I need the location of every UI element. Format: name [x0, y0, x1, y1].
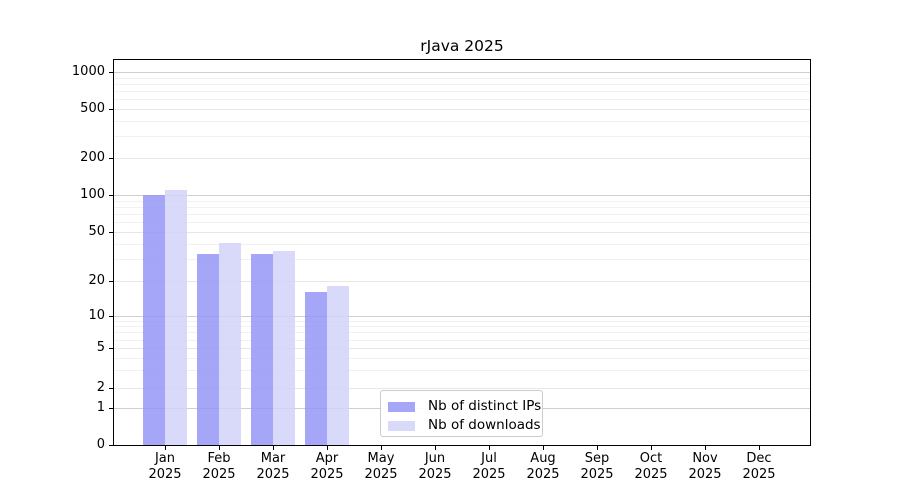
gridline-1000 — [114, 72, 810, 73]
gridline-200 — [114, 158, 810, 159]
y-tick-label-0: 0 — [96, 437, 105, 452]
x-tick-label-sep: Sep 2025 — [580, 451, 614, 482]
gridline-5 — [114, 348, 810, 349]
gridline-300 — [114, 136, 810, 137]
y-tick-mark-50 — [109, 232, 113, 233]
gridline-600 — [114, 99, 810, 100]
gridline-10 — [114, 316, 810, 317]
x-tick-mark-jul — [489, 446, 490, 450]
legend: Nb of distinct IPs Nb of downloads — [380, 390, 543, 437]
y-tick-mark-200 — [109, 158, 113, 159]
y-tick-mark-10 — [109, 316, 113, 317]
x-tick-mark-apr — [327, 446, 328, 450]
legend-label-downloads: Nb of downloads — [428, 417, 541, 433]
legend-item-distinct-ips: Nb of distinct IPs — [388, 397, 541, 416]
bar-distinct-ips-apr — [305, 292, 327, 445]
x-tick-mark-oct — [651, 446, 652, 450]
x-tick-label-nov: Nov 2025 — [688, 451, 722, 482]
chart-title: rJava 2025 — [420, 37, 504, 55]
bar-distinct-ips-feb — [197, 254, 219, 445]
x-tick-label-apr: Apr 2025 — [310, 451, 344, 482]
y-tick-label-2: 2 — [96, 380, 105, 395]
y-tick-mark-20 — [109, 281, 113, 282]
x-tick-mark-sep — [597, 446, 598, 450]
gridline-3 — [114, 370, 810, 371]
y-tick-mark-1 — [109, 408, 113, 409]
gridline-900 — [114, 78, 810, 79]
gridline-2 — [114, 388, 810, 389]
bar-downloads-mar — [273, 251, 295, 445]
gridline-40 — [114, 244, 810, 245]
x-tick-label-jul: Jul 2025 — [472, 451, 506, 482]
gridline-30 — [114, 259, 810, 260]
x-tick-label-oct: Oct 2025 — [634, 451, 668, 482]
y-tick-label-500: 500 — [80, 101, 105, 116]
gridline-800 — [114, 84, 810, 85]
x-tick-mark-mar — [273, 446, 274, 450]
bar-downloads-feb — [219, 242, 241, 445]
gridline-700 — [114, 91, 810, 92]
x-tick-mark-aug — [543, 446, 544, 450]
gridline-4 — [114, 358, 810, 359]
y-tick-label-1000: 1000 — [71, 64, 105, 79]
y-tick-label-50: 50 — [88, 224, 105, 239]
y-tick-mark-2 — [109, 388, 113, 389]
y-tick-label-10: 10 — [88, 308, 105, 323]
y-tick-mark-1000 — [109, 72, 113, 73]
y-tick-mark-100 — [109, 195, 113, 196]
gridline-50 — [114, 232, 810, 233]
gridline-20 — [114, 281, 810, 282]
x-tick-label-mar: Mar 2025 — [256, 451, 290, 482]
y-tick-mark-0 — [109, 445, 113, 446]
y-tick-label-20: 20 — [88, 273, 105, 288]
x-tick-mark-dec — [759, 446, 760, 450]
y-tick-label-1: 1 — [96, 400, 105, 415]
bar-distinct-ips-jan — [143, 194, 165, 445]
y-tick-label-5: 5 — [96, 340, 105, 355]
x-tick-mark-jun — [435, 446, 436, 450]
gridline-90 — [114, 201, 810, 202]
gridline-9 — [114, 321, 810, 322]
gridline-8 — [114, 326, 810, 327]
y-tick-mark-500 — [109, 109, 113, 110]
bar-downloads-jan — [165, 189, 187, 445]
x-tick-label-may: May 2025 — [364, 451, 398, 482]
gridline-80 — [114, 207, 810, 208]
x-tick-label-jun: Jun 2025 — [418, 451, 452, 482]
x-tick-mark-nov — [705, 446, 706, 450]
y-tick-mark-5 — [109, 348, 113, 349]
y-tick-label-200: 200 — [80, 150, 105, 165]
x-tick-label-jan: Jan 2025 — [148, 451, 182, 482]
y-tick-label-100: 100 — [80, 187, 105, 202]
legend-item-downloads: Nb of downloads — [388, 416, 541, 435]
x-tick-mark-feb — [219, 446, 220, 450]
gridline-70 — [114, 214, 810, 215]
legend-swatch-distinct-ips — [388, 401, 415, 412]
x-tick-label-dec: Dec 2025 — [742, 451, 776, 482]
x-tick-label-aug: Aug 2025 — [526, 451, 560, 482]
legend-swatch-downloads — [388, 420, 415, 431]
x-tick-mark-may — [381, 446, 382, 450]
x-tick-label-feb: Feb 2025 — [202, 451, 236, 482]
gridline-60 — [114, 222, 810, 223]
bar-distinct-ips-mar — [251, 254, 273, 445]
gridline-400 — [114, 121, 810, 122]
gridline-6 — [114, 340, 810, 341]
gridline-500 — [114, 109, 810, 110]
legend-label-distinct-ips: Nb of distinct IPs — [428, 398, 542, 414]
gridline-7 — [114, 332, 810, 333]
gridline-100 — [114, 195, 810, 196]
bar-downloads-apr — [327, 286, 349, 445]
x-tick-mark-jan — [165, 446, 166, 450]
